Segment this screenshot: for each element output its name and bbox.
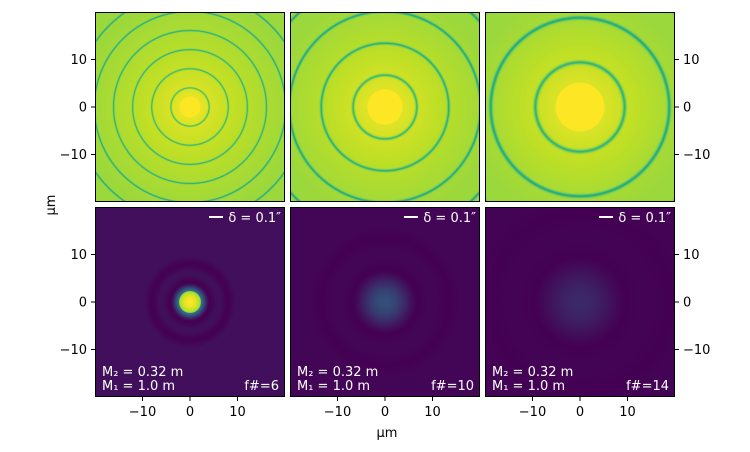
mirror2-label: M₂ = 0.32 m (492, 365, 573, 380)
scale-label: δ = 0.1″ (228, 211, 281, 226)
airy-spot (485, 207, 675, 397)
y-tick-label-right: −10 (683, 343, 710, 358)
heatmap-panel-top-1 (95, 12, 285, 202)
x-tick-label: −10 (129, 405, 156, 420)
panel-frame (290, 12, 480, 202)
ticks: −10 −10 −10 −10 −10 −10 −10 0 0 0 0 0 0 0 10 10 10 10 10 10… (60, 53, 711, 420)
x-tick-label: 10 (229, 405, 246, 420)
y-tick-label: 0 (79, 296, 87, 311)
x-tick-label: −10 (519, 405, 546, 420)
annotations-panel-3: δ = 0.1″ M₂ = 0.32 mM₁ = 1.0 m f#=14 (492, 211, 671, 394)
y-tick-label: −10 (60, 148, 87, 163)
heatmap-image (95, 12, 285, 202)
panels (95, 12, 675, 397)
y-tick-label: 0 (79, 101, 87, 116)
y-tick-label-right: 10 (683, 248, 700, 263)
x-tick-label: 10 (619, 405, 636, 420)
x-tick-label: 0 (576, 405, 584, 420)
annotations-panel-2: δ = 0.1″ M₂ = 0.32 mM₁ = 1.0 m f#=10 (297, 211, 476, 394)
y-tick-label-right: 0 (683, 101, 691, 116)
mirror1-label: M₁ = 1.0 m (297, 379, 370, 394)
y-tick-label-right: 10 (683, 53, 700, 68)
airy-spot (95, 207, 285, 397)
heatmap-panel-top-3 (485, 12, 675, 202)
heatmap-image (485, 12, 675, 202)
y-tick-label-right: −10 (683, 148, 710, 163)
f-number-label: f#=14 (626, 379, 669, 394)
f-number-label: f#=10 (431, 379, 474, 394)
heatmap-panel-top-2 (290, 12, 480, 202)
x-axis-label: μm (377, 426, 398, 441)
scale-label: δ = 0.1″ (423, 211, 476, 226)
y-axis-label: μm (44, 195, 59, 216)
annotations-panel-1: δ = 0.1″ M₂ = 0.32 mM₁ = 1.0 m f#=6 (102, 211, 281, 394)
mirror1-label: M₁ = 1.0 m (492, 379, 565, 394)
scale-label: δ = 0.1″ (618, 211, 671, 226)
heatmap-panel-bottom-1 (95, 207, 285, 397)
y-tick-label-right: 0 (683, 296, 691, 311)
heatmap-panel-bottom-2 (290, 207, 480, 397)
mirror2-label: M₂ = 0.32 m (102, 365, 183, 380)
f-number-label: f#=6 (244, 379, 279, 394)
panel-frame (485, 207, 675, 397)
y-tick-label: −10 (60, 343, 87, 358)
heatmap-panel-bottom-3 (485, 207, 675, 397)
panel-frame (95, 12, 285, 202)
x-tick-label: 10 (424, 405, 441, 420)
heatmap-image (290, 12, 480, 202)
panel-frame (485, 12, 675, 202)
x-tick-label: −10 (324, 405, 351, 420)
x-tick-label: 0 (381, 405, 389, 420)
x-tick-label: 0 (186, 405, 194, 420)
y-tick-label: 10 (70, 248, 87, 263)
mirror2-label: M₂ = 0.32 m (297, 365, 378, 380)
panel-frame (95, 207, 285, 397)
y-tick-label: 10 (70, 53, 87, 68)
airy-spot (290, 207, 480, 397)
panel-frame (290, 207, 480, 397)
annotations: δ = 0.1″M₂ = 0.32 mM₁ = 1.0 m f#=6δ = 0.1… (102, 211, 671, 394)
mirror1-label: M₁ = 1.0 m (102, 379, 175, 394)
